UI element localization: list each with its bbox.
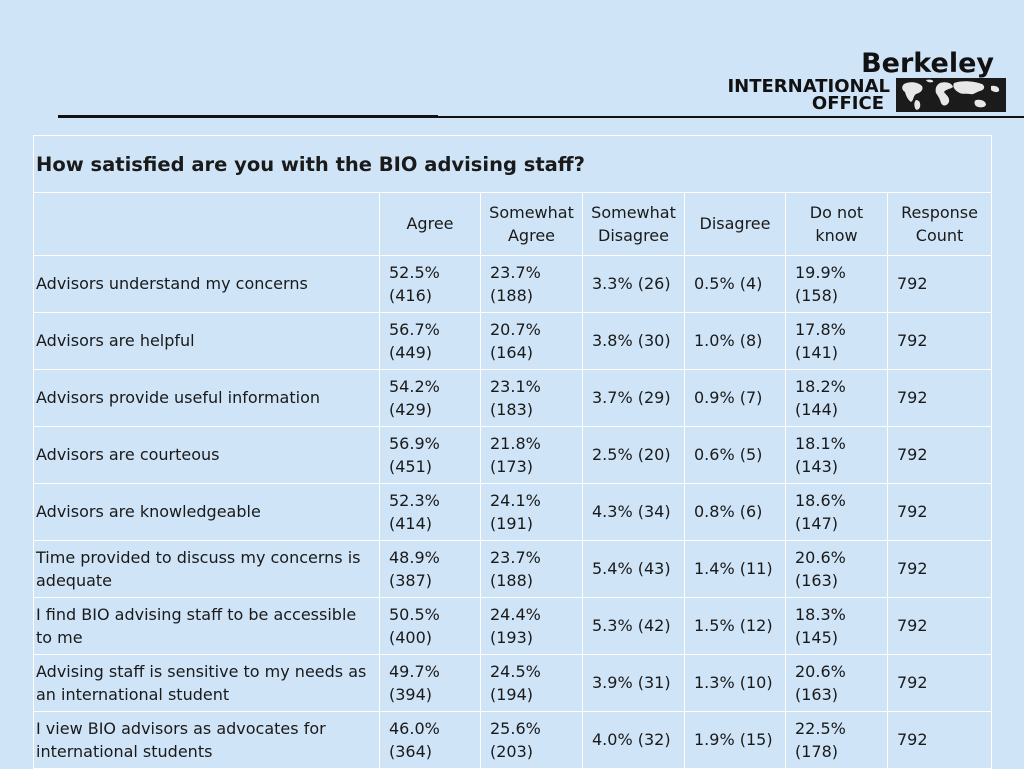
- cell-disagree: 1.9% (15): [684, 711, 786, 769]
- cell-response-count: 792: [886, 426, 993, 484]
- column-header-item: [33, 192, 380, 256]
- table-title: How satisfied are you with the BIO advis…: [32, 135, 993, 193]
- cell-response-count: 792: [886, 540, 993, 598]
- table-row: Advisors are helpful 56.7% (449) 20.7% (…: [33, 312, 993, 370]
- table-row: Time provided to discuss my concerns is …: [33, 540, 993, 598]
- cell-do-not-know: 20.6% (163): [785, 540, 888, 598]
- cell-somewhat-disagree: 3.9% (31): [582, 654, 685, 712]
- table-row: I find BIO advising staff to be accessib…: [33, 597, 993, 655]
- cell-disagree: 0.6% (5): [684, 426, 786, 484]
- row-label: Advising staff is sensitive to my needs …: [33, 654, 380, 712]
- cell-disagree: 1.0% (8): [684, 312, 786, 370]
- cell-somewhat-agree: 25.6% (203): [480, 711, 583, 769]
- cell-agree: 49.7% (394): [379, 654, 481, 712]
- cell-somewhat-disagree: 2.5% (20): [582, 426, 685, 484]
- cell-somewhat-disagree: 4.0% (32): [582, 711, 685, 769]
- column-header-somewhat-agree: Somewhat Agree: [480, 192, 583, 256]
- row-label: Advisors understand my concerns: [33, 255, 380, 313]
- cell-do-not-know: 22.5% (178): [785, 711, 888, 769]
- logo-name: Berkeley: [861, 48, 994, 79]
- cell-somewhat-agree: 24.4% (193): [480, 597, 583, 655]
- cell-do-not-know: 19.9% (158): [785, 255, 888, 313]
- cell-somewhat-agree: 23.7% (188): [480, 540, 583, 598]
- cell-somewhat-disagree: 5.4% (43): [582, 540, 685, 598]
- logo-line-international: INTERNATIONAL: [727, 76, 890, 97]
- column-header-agree: Agree: [379, 192, 481, 256]
- cell-somewhat-disagree: 3.8% (30): [582, 312, 685, 370]
- table-row: Advisors are knowledgeable 52.3% (414) 2…: [33, 483, 993, 541]
- cell-disagree: 1.3% (10): [684, 654, 786, 712]
- cell-response-count: 792: [886, 483, 993, 541]
- cell-disagree: 0.5% (4): [684, 255, 786, 313]
- header-rule: [58, 115, 1024, 118]
- cell-somewhat-disagree: 5.3% (42): [582, 597, 685, 655]
- table-row: Advisors understand my concerns 52.5% (4…: [33, 255, 993, 313]
- world-map-icon: [896, 78, 1006, 112]
- column-header-somewhat-disagree: Somewhat Disagree: [582, 192, 685, 256]
- cell-do-not-know: 20.6% (163): [785, 654, 888, 712]
- table-row: Advising staff is sensitive to my needs …: [33, 654, 993, 712]
- cell-somewhat-agree: 24.1% (191): [480, 483, 583, 541]
- cell-agree: 50.5% (400): [379, 597, 481, 655]
- column-header-disagree: Disagree: [684, 192, 786, 256]
- cell-agree: 46.0% (364): [379, 711, 481, 769]
- cell-disagree: 0.8% (6): [684, 483, 786, 541]
- cell-agree: 52.3% (414): [379, 483, 481, 541]
- cell-disagree: 1.4% (11): [684, 540, 786, 598]
- cell-response-count: 792: [886, 312, 993, 370]
- cell-agree: 52.5% (416): [379, 255, 481, 313]
- cell-agree: 48.9% (387): [379, 540, 481, 598]
- cell-do-not-know: 17.8% (141): [785, 312, 888, 370]
- cell-response-count: 792: [886, 369, 993, 427]
- cell-response-count: 792: [886, 654, 993, 712]
- cell-somewhat-agree: 24.5% (194): [480, 654, 583, 712]
- table-header-row: Agree Somewhat Agree Somewhat Disagree D…: [33, 192, 993, 256]
- cell-somewhat-disagree: 3.7% (29): [582, 369, 685, 427]
- table-row: Advisors provide useful information 54.2…: [33, 369, 993, 427]
- row-label: I find BIO advising staff to be accessib…: [33, 597, 380, 655]
- cell-somewhat-agree: 21.8% (173): [480, 426, 583, 484]
- cell-response-count: 792: [886, 255, 993, 313]
- cell-agree: 56.7% (449): [379, 312, 481, 370]
- cell-do-not-know: 18.6% (147): [785, 483, 888, 541]
- cell-do-not-know: 18.3% (145): [785, 597, 888, 655]
- table-title-row: How satisfied are you with the BIO advis…: [32, 135, 993, 193]
- row-label: Advisors are courteous: [33, 426, 380, 484]
- table-row: I view BIO advisors as advocates for int…: [33, 711, 993, 769]
- cell-do-not-know: 18.2% (144): [785, 369, 888, 427]
- cell-disagree: 1.5% (12): [684, 597, 786, 655]
- column-header-response-count: Response Count: [886, 192, 993, 256]
- cell-somewhat-disagree: 4.3% (34): [582, 483, 685, 541]
- logo-line-office: OFFICE: [811, 93, 884, 114]
- cell-agree: 56.9% (451): [379, 426, 481, 484]
- survey-results-table: How satisfied are you with the BIO advis…: [32, 135, 993, 769]
- row-label: Advisors are knowledgeable: [33, 483, 380, 541]
- cell-agree: 54.2% (429): [379, 369, 481, 427]
- cell-do-not-know: 18.1% (143): [785, 426, 888, 484]
- row-label: Advisors are helpful: [33, 312, 380, 370]
- cell-disagree: 0.9% (7): [684, 369, 786, 427]
- row-label: Time provided to discuss my concerns is …: [33, 540, 380, 598]
- cell-somewhat-agree: 20.7% (164): [480, 312, 583, 370]
- column-header-do-not-know: Do not know: [785, 192, 888, 256]
- cell-somewhat-agree: 23.7% (188): [480, 255, 583, 313]
- row-label: Advisors provide useful information: [33, 369, 380, 427]
- cell-somewhat-agree: 23.1% (183): [480, 369, 583, 427]
- cell-response-count: 792: [886, 597, 993, 655]
- cell-response-count: 792: [886, 711, 993, 769]
- row-label: I view BIO advisors as advocates for int…: [33, 711, 380, 769]
- table-row: Advisors are courteous 56.9% (451) 21.8%…: [33, 426, 993, 484]
- berkeley-international-office-logo: Berkeley INTERNATIONAL OFFICE: [706, 48, 1006, 114]
- cell-somewhat-disagree: 3.3% (26): [582, 255, 685, 313]
